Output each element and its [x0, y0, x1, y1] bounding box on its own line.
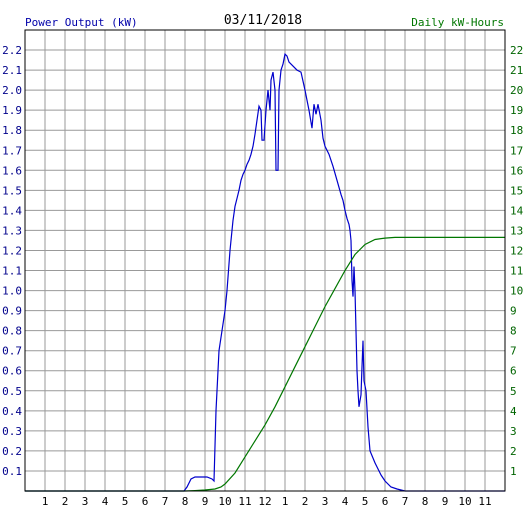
y-tick-label-right: 21	[510, 64, 523, 77]
y-tick-label-right: 17	[510, 144, 523, 157]
y-tick-label-right: 20	[510, 84, 523, 97]
y-tick-label-left: 0.8	[2, 325, 22, 338]
y-tick-label-left: 1.1	[2, 265, 22, 278]
y-tick-label-left: 1.7	[2, 144, 22, 157]
x-tick-label: 8	[182, 495, 189, 508]
y-tick-label-left: 0.1	[2, 465, 22, 478]
x-tick-label: 11	[478, 495, 491, 508]
x-tick-label: 10	[218, 495, 231, 508]
y-tick-label-right: 11	[510, 265, 523, 278]
y-axis-label-right: Daily kW-Hours	[411, 16, 504, 29]
grid	[25, 30, 505, 491]
y-tick-label-right: 9	[510, 305, 517, 318]
x-tick-label: 9	[442, 495, 449, 508]
x-tick-label: 6	[382, 495, 389, 508]
y-tick-label-right: 4	[510, 405, 517, 418]
x-tick-label: 7	[402, 495, 409, 508]
y-tick-label-right: 7	[510, 345, 517, 358]
x-tick-label: 6	[142, 495, 149, 508]
series-line-power-output	[25, 52, 505, 492]
y-tick-label-left: 0.6	[2, 365, 22, 378]
y-tick-label-right: 6	[510, 365, 517, 378]
tick-labels: 1 2 3 4 5 6 7 8 9 10 11 12 1 2 3 4 5 6 7 8 9 10 110.10.20.30.4…	[2, 44, 523, 508]
y-tick-label-left: 1.3	[2, 224, 22, 237]
x-tick-label: 4	[102, 495, 109, 508]
y-tick-label-left: 0.4	[2, 405, 22, 418]
x-tick-label: 2	[302, 495, 309, 508]
plot-frame	[24, 29, 506, 492]
y-tick-label-right: 16	[510, 164, 523, 177]
x-tick-label: 9	[202, 495, 209, 508]
x-tick-label: 8	[422, 495, 429, 508]
x-tick-label: 10	[458, 495, 471, 508]
y-tick-label-right: 14	[510, 204, 524, 217]
y-tick-label-right: 8	[510, 325, 517, 338]
y-tick-label-right: 19	[510, 104, 523, 117]
x-tick-label: 7	[162, 495, 169, 508]
y-tick-label-right: 18	[510, 124, 523, 137]
x-tick-label: 12	[258, 495, 271, 508]
y-tick-label-left: 1.8	[2, 124, 22, 137]
y-tick-label-left: 0.3	[2, 425, 22, 438]
y-tick-label-right: 12	[510, 244, 523, 257]
series-line-daily-kwh	[25, 236, 505, 492]
y-tick-label-left: 0.2	[2, 445, 22, 458]
y-tick-label-left: 1.5	[2, 184, 22, 197]
y-tick-label-right: 1	[510, 465, 517, 478]
y-axis-label-left: Power Output (kW)	[25, 16, 138, 29]
y-tick-label-left: 1.6	[2, 164, 22, 177]
y-tick-label-left: 1.2	[2, 244, 22, 257]
x-tick-label: 5	[122, 495, 129, 508]
x-tick-label: 4	[342, 495, 349, 508]
x-tick-label: 5	[362, 495, 369, 508]
y-tick-label-right: 22	[510, 44, 523, 57]
y-tick-label-right: 3	[510, 425, 517, 438]
chart-title: 03/11/2018	[224, 13, 302, 28]
y-tick-label-right: 2	[510, 445, 517, 458]
y-tick-label-right: 10	[510, 285, 523, 298]
y-tick-label-left: 1.4	[2, 204, 22, 217]
y-tick-label-left: 2.0	[2, 84, 22, 97]
x-tick-label: 2	[62, 495, 69, 508]
y-tick-label-right: 5	[510, 385, 517, 398]
y-tick-label-left: 1.9	[2, 104, 22, 117]
x-tick-label: 11	[238, 495, 251, 508]
y-tick-label-left: 2.1	[2, 64, 22, 77]
series-layer	[25, 52, 505, 492]
x-tick-label: 1	[282, 495, 289, 508]
y-tick-label-left: 0.5	[2, 385, 22, 398]
y-tick-label-right: 15	[510, 184, 523, 197]
x-tick-label: 3	[322, 495, 329, 508]
x-tick-label: 3	[82, 495, 89, 508]
y-tick-label-right: 13	[510, 224, 523, 237]
x-tick-label: 1	[42, 495, 49, 508]
y-tick-label-left: 0.7	[2, 345, 22, 358]
y-tick-label-left: 1.0	[2, 285, 22, 298]
y-tick-label-left: 2.2	[2, 44, 22, 57]
y-tick-label-left: 0.9	[2, 305, 22, 318]
